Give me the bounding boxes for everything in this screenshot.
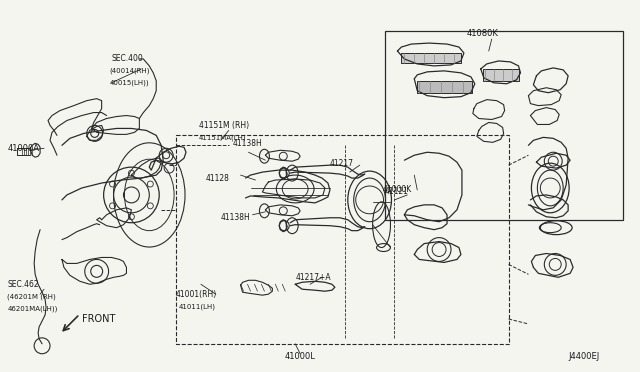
Text: SEC.400: SEC.400	[111, 54, 143, 64]
Text: 41000K: 41000K	[383, 186, 412, 195]
Text: 41011(LH): 41011(LH)	[179, 304, 216, 310]
Text: 41000A: 41000A	[7, 144, 39, 153]
Text: 41151M (RH): 41151M (RH)	[199, 121, 249, 130]
Text: 41151MA(LH): 41151MA(LH)	[199, 134, 246, 141]
Bar	[176, 135, 509, 344]
Text: 41138H: 41138H	[233, 139, 262, 148]
Bar	[417, 81, 472, 93]
Text: 41121: 41121	[385, 187, 408, 196]
Text: J4400EJ: J4400EJ	[568, 352, 600, 361]
Text: 41001(RH): 41001(RH)	[176, 290, 218, 299]
Text: (46201M (RH): (46201M (RH)	[7, 294, 56, 301]
Text: SEC.462: SEC.462	[7, 280, 39, 289]
Bar	[483, 69, 518, 81]
Text: 41128: 41128	[206, 174, 230, 183]
Text: 41217+A: 41217+A	[295, 273, 331, 282]
Bar	[401, 53, 461, 63]
Text: 41000L: 41000L	[285, 352, 316, 361]
Text: 41217: 41217	[330, 159, 354, 168]
Text: (40014(RH): (40014(RH)	[109, 68, 150, 74]
Text: 46201MA(LH)): 46201MA(LH))	[7, 306, 58, 312]
Text: 41080K: 41080K	[467, 29, 499, 38]
Bar	[385, 31, 623, 220]
Text: FRONT: FRONT	[82, 314, 115, 324]
Text: 41138H: 41138H	[221, 213, 250, 222]
Text: 40015(LH)): 40015(LH))	[109, 80, 149, 86]
